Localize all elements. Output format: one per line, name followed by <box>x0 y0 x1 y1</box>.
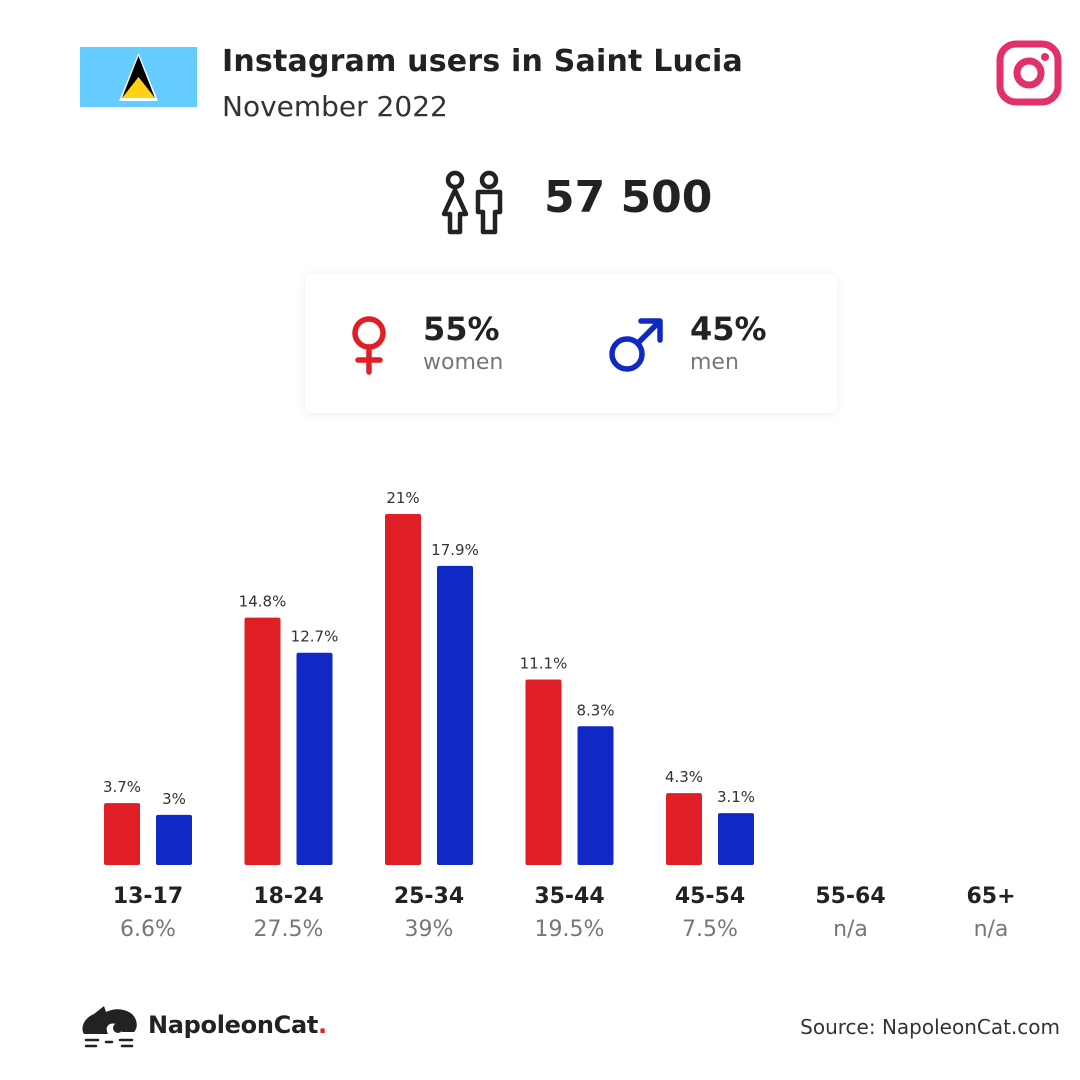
men-label: men <box>690 350 739 375</box>
total-users: 57 500 <box>544 172 713 223</box>
people-icon <box>441 170 503 235</box>
instagram-icon <box>996 40 1062 106</box>
age-group-label: 55-64 <box>815 884 886 909</box>
age-group-label: 25-34 <box>393 884 465 909</box>
male-icon <box>609 318 663 372</box>
bar-women-45-54 <box>666 793 702 865</box>
data-label-men-45-54: 3.1% <box>717 788 755 806</box>
age-gender-bar-chart: 3.7% 3% 14.8%12.7% 21% 17.9% 11.1% 8.3% 4.3% 3.1… <box>103 489 755 865</box>
data-label-men-13-17: 3% <box>162 790 186 808</box>
men-percentage: 45% <box>690 310 767 348</box>
age-group-label: 65+ <box>966 884 1016 909</box>
page-subtitle: November 2022 <box>222 90 448 123</box>
bar-women-18-24 <box>244 617 281 865</box>
women-percentage: 55% <box>423 310 500 348</box>
page-title: Instagram users in Saint Lucia <box>222 44 743 79</box>
brand-name: NapoleonCat. <box>148 1011 327 1039</box>
bar-men-18-24 <box>296 652 333 865</box>
women-label: women <box>423 350 504 375</box>
bar-men-45-54 <box>718 813 754 865</box>
age-group-total: 27.5% <box>253 917 324 942</box>
data-label-women-35-44: 11.1% <box>520 654 568 672</box>
data-label-women-18-24: 14.8% <box>239 593 287 611</box>
data-label-women-25-34: 21% <box>386 489 419 507</box>
bar-men-25-34 <box>437 565 473 865</box>
age-group-label: 13-17 <box>112 884 184 909</box>
age-group-total: 19.5% <box>534 917 605 942</box>
data-label-women-13-17: 3.7% <box>103 778 141 796</box>
bar-men-13-17 <box>156 814 192 865</box>
bar-men-35-44 <box>577 726 614 865</box>
age-group-label: 35-44 <box>534 884 605 909</box>
age-group-total: n/a <box>973 917 1009 942</box>
data-label-men-25-34: 17.9% <box>431 541 479 559</box>
bar-women-25-34 <box>385 514 421 865</box>
age-group-label: 45-54 <box>674 884 746 909</box>
age-group-label: 18-24 <box>253 884 324 909</box>
data-label-men-35-44: 8.3% <box>576 701 614 719</box>
bar-women-35-44 <box>525 679 562 865</box>
gender-card: 55% women 45% men <box>305 274 837 413</box>
female-icon <box>352 316 386 375</box>
age-group-total: 6.6% <box>120 917 176 942</box>
age-group-total: 7.5% <box>682 917 738 942</box>
age-group-total: n/a <box>833 917 868 942</box>
data-label-women-45-54: 4.3% <box>665 768 703 786</box>
napoleoncat-logo <box>82 1006 137 1048</box>
age-group-total: 39% <box>404 917 454 942</box>
saint-lucia-flag <box>80 47 197 107</box>
source-text: Source: NapoleonCat.com <box>800 1015 1060 1039</box>
bar-women-13-17 <box>104 803 140 865</box>
data-label-men-18-24: 12.7% <box>291 628 339 646</box>
